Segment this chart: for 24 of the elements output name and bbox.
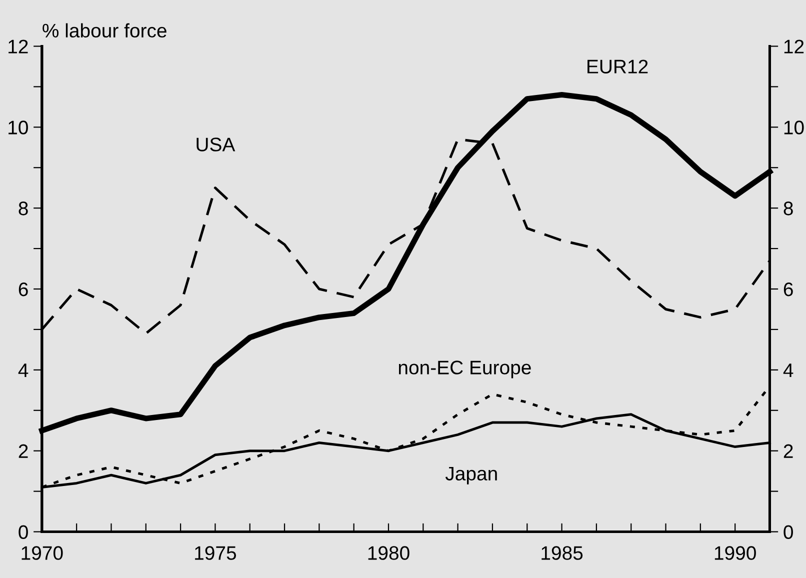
- y-axis-title: % labour force: [42, 23, 166, 38]
- y2-tick-label: 12: [784, 40, 804, 54]
- x-tick-label: 1985: [542, 546, 583, 560]
- y-tick-label: 12: [8, 40, 28, 54]
- series-label: EUR12: [588, 60, 648, 74]
- x-tick-label: 1980: [368, 546, 410, 560]
- x-tick-label: 1975: [195, 546, 236, 560]
- y-tick-label: 4: [18, 364, 28, 377]
- y-tick-label: 10: [8, 120, 28, 134]
- y-tick-label: 8: [18, 202, 28, 216]
- y2-tick-label: 6: [784, 282, 793, 296]
- series-label: non-EC Europe: [398, 360, 531, 378]
- x-tick-label: 1990: [714, 546, 756, 560]
- x-tick-label: 1970: [22, 546, 63, 560]
- y2-tick-label: 10: [784, 120, 804, 134]
- text: USA: [196, 138, 236, 152]
- y2-tick-label: 4: [783, 364, 794, 377]
- y-tick-label: 0: [18, 525, 28, 539]
- y2-tick-label: 2: [784, 444, 793, 458]
- y-tick-label: 6: [18, 282, 28, 296]
- y2-tick-label: 8: [784, 202, 793, 216]
- y2-tick-label: 0: [784, 525, 793, 539]
- series-label: Japan: [445, 466, 497, 484]
- y-tick-label: 2: [18, 444, 28, 458]
